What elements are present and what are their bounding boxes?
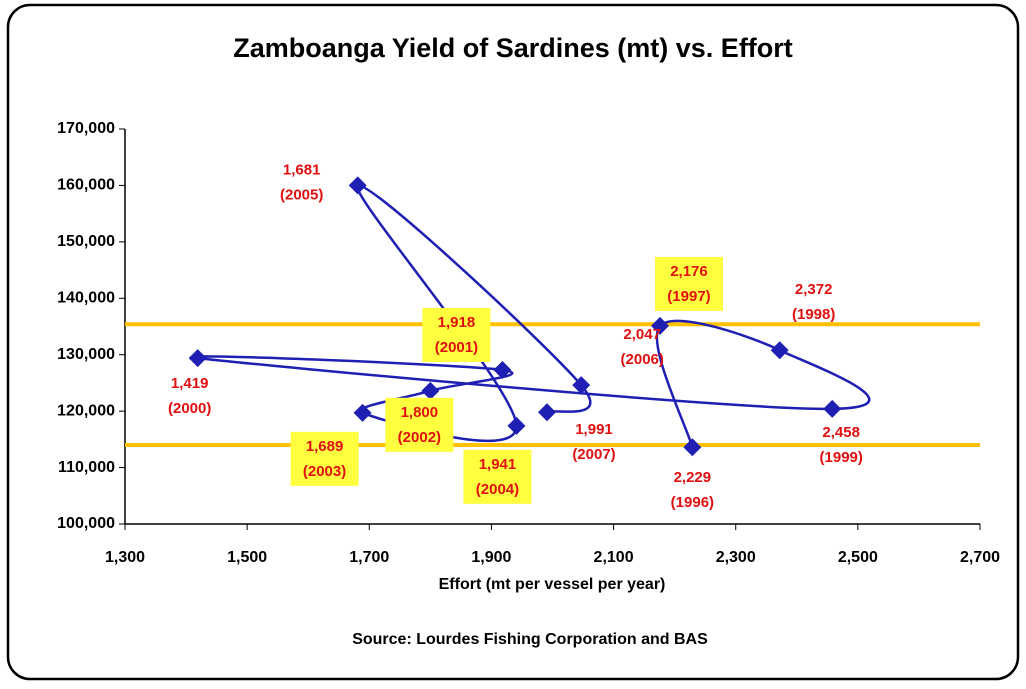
point-year: (2005) xyxy=(280,186,323,203)
data-point xyxy=(538,403,557,422)
y-tick-label: 170,000 xyxy=(57,120,115,137)
data-point xyxy=(421,381,440,400)
point-year: (1998) xyxy=(792,306,835,323)
x-tick-label: 1,300 xyxy=(105,549,145,566)
chart-title: Zamboanga Yield of Sardines (mt) vs. Eff… xyxy=(233,33,793,63)
y-tick-label: 160,000 xyxy=(57,177,115,194)
data-point xyxy=(348,176,367,195)
point-label: 1,991 xyxy=(575,421,613,438)
x-tick-label: 1,500 xyxy=(227,549,267,566)
point-label: 2,176 xyxy=(670,263,708,280)
point-label: 2,458 xyxy=(822,424,860,441)
point-label: 1,419 xyxy=(171,375,209,392)
data-point xyxy=(683,438,702,457)
x-tick-label: 2,100 xyxy=(594,549,634,566)
point-label: 1,941 xyxy=(479,456,517,473)
x-tick-label: 2,700 xyxy=(960,549,1000,566)
point-year: (2006) xyxy=(621,351,664,368)
data-point xyxy=(770,341,789,360)
point-label: 2,229 xyxy=(674,469,712,486)
x-tick-label: 2,500 xyxy=(838,549,878,566)
frame xyxy=(6,3,1020,681)
x-axis-title: Effort (mt per vessel per year) xyxy=(439,576,666,593)
label-highlight xyxy=(290,431,359,486)
point-year: (1999) xyxy=(820,449,863,466)
point-label: 1,918 xyxy=(438,314,476,331)
label-highlight xyxy=(654,256,723,311)
y-tick-label: 110,000 xyxy=(58,459,115,476)
point-year: (1997) xyxy=(667,288,710,305)
point-label: 2,372 xyxy=(795,281,833,298)
point-year: (1996) xyxy=(671,494,714,511)
data-point xyxy=(823,399,842,418)
label-highlight xyxy=(422,307,491,362)
x-tick-label: 1,700 xyxy=(349,549,389,566)
point-year: (2007) xyxy=(572,446,615,463)
data-point xyxy=(493,360,512,379)
y-tick-label: 140,000 xyxy=(57,290,115,307)
data-point xyxy=(650,316,669,335)
label-highlight xyxy=(385,397,454,452)
x-tick-label: 1,900 xyxy=(471,549,511,566)
point-year: (2002) xyxy=(398,429,441,446)
point-year: (2003) xyxy=(303,463,346,480)
data-point xyxy=(353,403,372,422)
y-tick-label: 130,000 xyxy=(57,346,115,363)
source-note: Source: Lourdes Fishing Corporation and … xyxy=(352,631,708,648)
data-point xyxy=(572,376,591,395)
point-label: 1,681 xyxy=(283,161,321,178)
y-tick-label: 120,000 xyxy=(57,402,115,419)
point-label: 1,800 xyxy=(401,404,439,421)
point-year: (2001) xyxy=(435,339,478,356)
point-year: (2000) xyxy=(168,400,211,417)
y-tick-label: 100,000 xyxy=(57,515,115,532)
data-point xyxy=(188,349,207,368)
point-year: (2004) xyxy=(476,481,519,498)
point-label: 2,047 xyxy=(623,326,661,343)
point-label: 1,689 xyxy=(306,438,344,455)
y-tick-label: 150,000 xyxy=(57,233,115,250)
label-highlight xyxy=(463,449,532,504)
x-tick-label: 2,300 xyxy=(716,549,756,566)
data-point xyxy=(507,416,526,435)
